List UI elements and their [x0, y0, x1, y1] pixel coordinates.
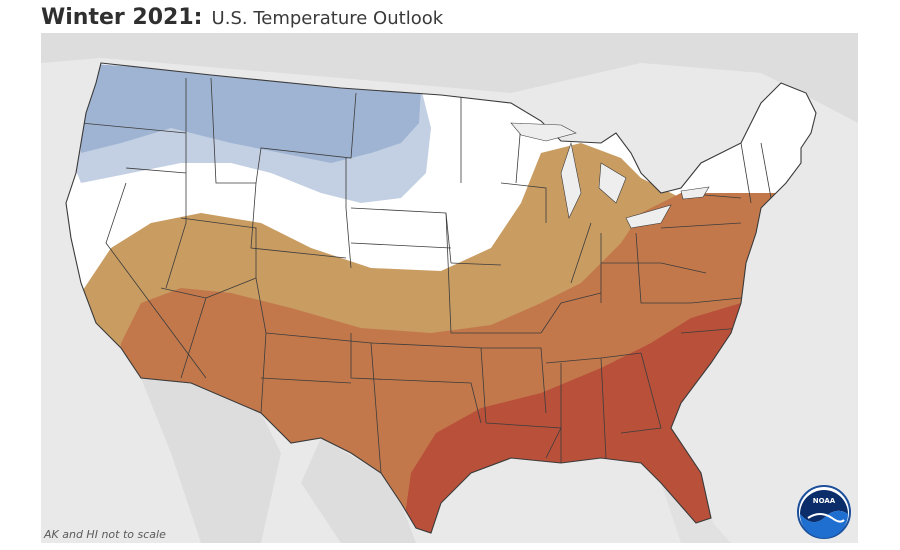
- lake-erie: [625, 204, 672, 229]
- canada-landmass: [41, 33, 858, 123]
- map-title: Winter 2021: U.S. Temperature Outlook: [41, 4, 443, 32]
- lake-ontario: [680, 186, 710, 200]
- scale-footnote: AK and HI not to scale: [44, 528, 166, 541]
- lake-michigan: [560, 141, 582, 219]
- lake-huron: [598, 162, 627, 204]
- state-boundaries: [80, 77, 772, 474]
- noaa-logo-text: NOAA: [813, 497, 836, 505]
- title-subject: U.S. Temperature Outlook: [211, 8, 444, 29]
- mexico-landmass: [141, 378, 281, 543]
- temperature-outlook-map: [41, 33, 858, 543]
- noaa-logo-icon: NOAA: [796, 484, 852, 540]
- map-svg: [41, 33, 858, 543]
- title-season: Winter 2021:: [41, 5, 203, 30]
- mexico-east-landmass: [301, 438, 416, 543]
- lake-superior: [510, 122, 577, 142]
